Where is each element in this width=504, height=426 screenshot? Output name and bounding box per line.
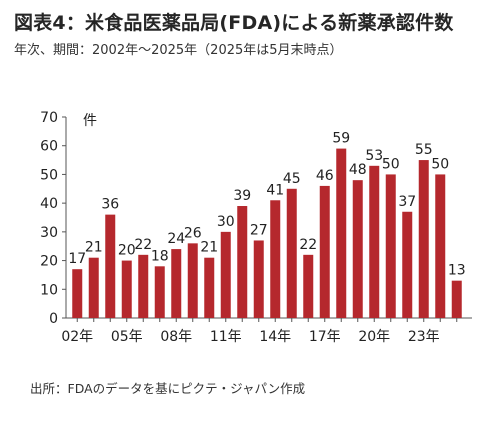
data-label-2014: 41: [266, 182, 284, 198]
data-label-2005: 20: [118, 243, 136, 259]
x-tick-label: 14年: [259, 329, 291, 345]
bar-2005: [121, 260, 132, 318]
data-label-2010: 21: [200, 240, 218, 256]
data-label-2013: 27: [250, 222, 268, 238]
y-axis-group: 0 10 20 30 40 50 60 70: [40, 110, 67, 327]
bar-2006: [138, 254, 149, 318]
y-tick-label: 30: [40, 225, 58, 241]
x-tick-label: 02年: [61, 329, 93, 345]
bar-2023: [418, 160, 429, 318]
bar-2014: [270, 200, 281, 318]
bar-2002: [72, 269, 83, 318]
bar-2015: [286, 188, 297, 318]
y-tick-label: 40: [40, 196, 58, 212]
data-label-2017: 46: [316, 168, 334, 184]
bar-2009: [187, 243, 198, 318]
data-label-2023: 55: [415, 142, 433, 158]
x-tick-label: 17年: [309, 329, 341, 345]
y-tick-label: 10: [40, 282, 58, 298]
bar-2019: [352, 180, 363, 318]
data-label-2007: 18: [151, 248, 169, 264]
bar-2007: [154, 266, 165, 318]
data-labels-group: 1721362022182426213039274145224659485350…: [68, 131, 465, 279]
bar-2013: [253, 240, 264, 318]
y-tick-label: 20: [40, 254, 58, 270]
chart-subtitle: 年次、期間：2002年～2025年（2025年は5月末時点）: [14, 43, 343, 58]
x-axis-group: 02年 05年 08年 11年 14年 17年 20年 23年: [61, 317, 472, 345]
bar-2025: [451, 280, 462, 318]
y-tick-label: 0: [49, 311, 58, 327]
data-label-2011: 30: [217, 214, 235, 230]
data-label-2018: 59: [332, 131, 350, 147]
x-tick-label: 20年: [358, 329, 390, 345]
bar-2016: [303, 254, 314, 318]
bar-2003: [88, 257, 99, 318]
data-label-2024: 50: [431, 156, 449, 172]
data-label-2022: 37: [398, 194, 416, 210]
bar-2010: [204, 257, 215, 318]
source-note: 出所：FDAのデータを基にピクテ・ジャパン作成: [30, 381, 306, 396]
data-label-2008: 24: [167, 231, 185, 247]
y-tick-label: 50: [40, 167, 58, 183]
bar-2020: [369, 165, 380, 318]
y-tick-label: 70: [40, 110, 58, 126]
data-label-2003: 21: [85, 240, 103, 256]
data-label-2012: 39: [233, 188, 251, 204]
bar-2021: [385, 174, 396, 318]
x-tick-label: 08年: [160, 329, 192, 345]
x-tick-label: 23年: [408, 329, 440, 345]
bar-2024: [435, 174, 446, 318]
bar-2017: [319, 185, 330, 318]
bars-group: [72, 148, 462, 318]
bar-2011: [220, 231, 231, 318]
bar-2008: [171, 249, 182, 318]
bar-2012: [237, 206, 248, 318]
x-tick-label: 05年: [111, 329, 143, 345]
x-tick-label: 11年: [210, 329, 242, 345]
bar-2022: [402, 211, 413, 318]
data-label-2021: 50: [382, 156, 400, 172]
data-label-2009: 26: [184, 225, 202, 241]
data-label-2019: 48: [349, 162, 367, 178]
data-label-2025: 13: [448, 263, 466, 279]
data-label-2006: 22: [134, 237, 152, 253]
data-label-2020: 53: [365, 148, 383, 164]
bar-2018: [336, 148, 347, 318]
data-label-2015: 45: [283, 171, 301, 187]
data-label-2004: 36: [101, 197, 119, 213]
y-tick-label: 60: [40, 139, 58, 155]
data-label-2016: 22: [299, 237, 317, 253]
bar-2004: [105, 214, 116, 318]
y-axis-unit-label: 件: [83, 113, 97, 129]
chart-title: 図表4：米食品医薬品局(FDA)による新薬承認件数: [14, 12, 454, 34]
data-label-2002: 17: [68, 251, 86, 267]
